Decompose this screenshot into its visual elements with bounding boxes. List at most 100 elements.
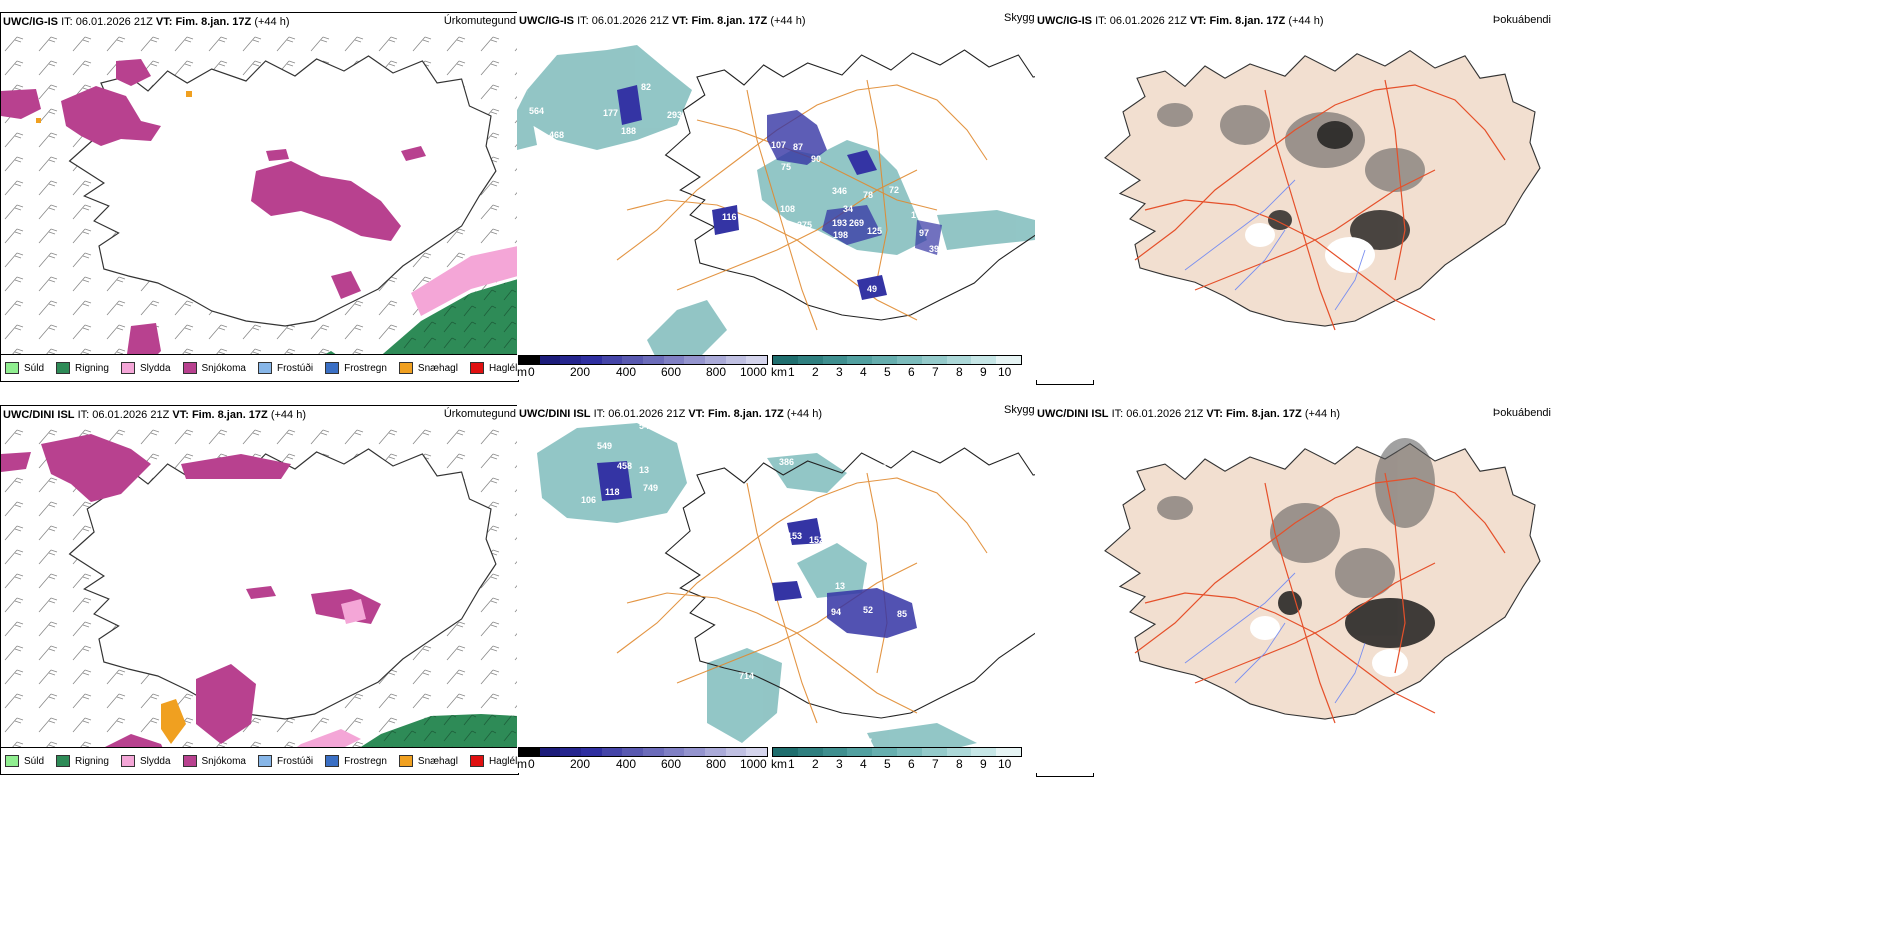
vis-value: 152 (809, 535, 824, 545)
precip-legend: Súld Rigning Slydda Snjókoma Frostúði Fr… (1, 354, 518, 381)
fog-panel-top: UWC/IG-IS IT: 06.01.2026 21Z VT: Fim. 8.… (1035, 12, 1555, 380)
tick: 4 (860, 757, 867, 771)
vis-value: 34 (843, 204, 853, 214)
vis-value: 198 (833, 230, 848, 240)
vis-value: 118 (605, 487, 620, 497)
tick: 10 (998, 757, 1012, 771)
legend-item: Frostúði (257, 755, 313, 767)
tick: 3 (836, 365, 843, 379)
vis-value: 72 (889, 185, 899, 195)
legend-item: Snjókoma (182, 362, 246, 374)
vis-value: 39 (929, 244, 939, 254)
legend-item: Frostregn (325, 755, 387, 767)
legend-item: Snjókoma (182, 755, 246, 767)
tick: 400 (616, 757, 637, 771)
tick: 9 (980, 757, 987, 771)
panel-header: UWC/DINI ISL IT: 06.01.2026 21Z VT: Fim.… (519, 408, 822, 420)
vis-value: 749 (643, 483, 658, 493)
tick: 1 (788, 757, 795, 771)
vis-value: 13 (639, 465, 649, 475)
vis-value: 546 (639, 423, 654, 431)
vis-value: 714 (739, 671, 754, 681)
unit: km (771, 365, 787, 379)
tick: 600 (661, 757, 682, 771)
tick: 6 (908, 757, 915, 771)
vis-value: 13 (915, 254, 925, 264)
tick: 600 (661, 365, 682, 379)
vis-value: 85 (897, 609, 907, 619)
vis-value: 117 (813, 597, 828, 607)
legend-item: Slydda (120, 755, 171, 767)
vis-value: 386 (779, 457, 794, 467)
vis-value: 90 (811, 154, 821, 164)
panel-title: Þokuábendi (1492, 14, 1551, 26)
legend-item: Snæhagl (398, 362, 458, 374)
tick: 4 (860, 365, 867, 379)
precip-panel-bottom: UWC/DINI ISL IT: 06.01.2026 21Z VT: Fim.… (0, 405, 519, 775)
vis-value: 13 (835, 581, 845, 591)
tick: 6 (908, 365, 915, 379)
tick: 7 (932, 757, 939, 771)
vis-value: 153 (787, 531, 802, 541)
legend-item: Súld (5, 755, 44, 767)
legend-item: Frostúði (257, 362, 313, 374)
vis-value: 9 (905, 585, 910, 595)
tick: 2 (812, 757, 819, 771)
tick: 2 (812, 365, 819, 379)
tick: 800 (706, 365, 727, 379)
panel-header: UWC/IG-IS IT: 06.01.2026 21Z VT: Fim. 8.… (519, 15, 806, 27)
visibility-map: 564 82 177 293 468 188 107 87 90 75 346 … (517, 45, 1035, 360)
vis-value: 106 (581, 495, 596, 505)
vis-value: 82 (857, 549, 867, 559)
visibility-labels: 546 549 458 13 106 118 749 386 137 153 1… (581, 423, 910, 747)
legend-item: Rigning (56, 755, 109, 767)
panel-header: UWC/IG-IS IT: 06.01.2026 21Z VT: Fim. 8.… (3, 16, 290, 28)
vis-value: 49 (867, 284, 877, 294)
tick: 200 (570, 757, 591, 771)
vis-value: 137 (871, 463, 886, 473)
fog-map (1104, 50, 1541, 331)
vis-value: 275 (797, 220, 812, 230)
vis-km-colorbar: km 1 2 3 4 5 6 7 8 9 10 (771, 355, 1022, 379)
tick: 8 (956, 365, 963, 379)
legend-item: Súld (5, 362, 44, 374)
tick: 9 (980, 365, 987, 379)
panel-title: Skyggni (1004, 12, 1044, 24)
vis-m-colorbar: m 0 200 400 600 800 1000 (517, 747, 768, 771)
vis-value: 75 (781, 162, 791, 172)
fog-map (1104, 438, 1541, 724)
unit: km (771, 757, 787, 771)
vis-value: 87 (793, 142, 803, 152)
vis-km-colorbar: km 1 2 3 4 5 6 7 8 9 10 (771, 747, 1022, 771)
tick: 800 (706, 757, 727, 771)
vis-value: 125 (867, 226, 882, 236)
vis-value: 108 (780, 204, 795, 214)
vis-value: 82 (641, 82, 651, 92)
vis-m-colorbar: m 0 200 400 600 800 1000 (517, 355, 768, 379)
legend-item: Frostregn (325, 362, 387, 374)
precip-panel-top: UWC/IG-IS IT: 06.01.2026 21Z VT: Fim. 8.… (0, 12, 519, 382)
vis-value: 346 (832, 186, 847, 196)
tick: 1 (788, 365, 795, 379)
panel-title: Úrkomutegund (443, 408, 516, 420)
tick: 0 (528, 757, 535, 771)
panel-header: UWC/DINI ISL IT: 06.01.2026 21Z VT: Fim.… (1037, 408, 1340, 420)
panel-title: Skyggni (1004, 404, 1044, 416)
legend-item: Snæhagl (398, 755, 458, 767)
vis-value: 564 (529, 106, 544, 116)
unit: m (517, 365, 527, 379)
vis-value: 78 (863, 190, 873, 200)
precip-map (1, 31, 518, 373)
tick: 5 (884, 757, 891, 771)
tick: 3 (836, 757, 843, 771)
panel-header: UWC/DINI ISL IT: 06.01.2026 21Z VT: Fim.… (3, 409, 306, 421)
vis-value: 293 (667, 110, 682, 120)
tick: 5 (884, 365, 891, 379)
legend-item: Rigning (56, 362, 109, 374)
vis-value: 188 (621, 126, 636, 136)
vis-value: 187 (857, 737, 872, 747)
fog-panel-bottom: UWC/DINI ISL IT: 06.01.2026 21Z VT: Fim.… (1035, 405, 1555, 773)
visibility-panel-top: UWC/IG-IS IT: 06.01.2026 21Z VT: Fim. 8.… (517, 12, 1035, 380)
vis-value: 549 (597, 441, 612, 451)
vis-value: 116 (722, 212, 737, 222)
